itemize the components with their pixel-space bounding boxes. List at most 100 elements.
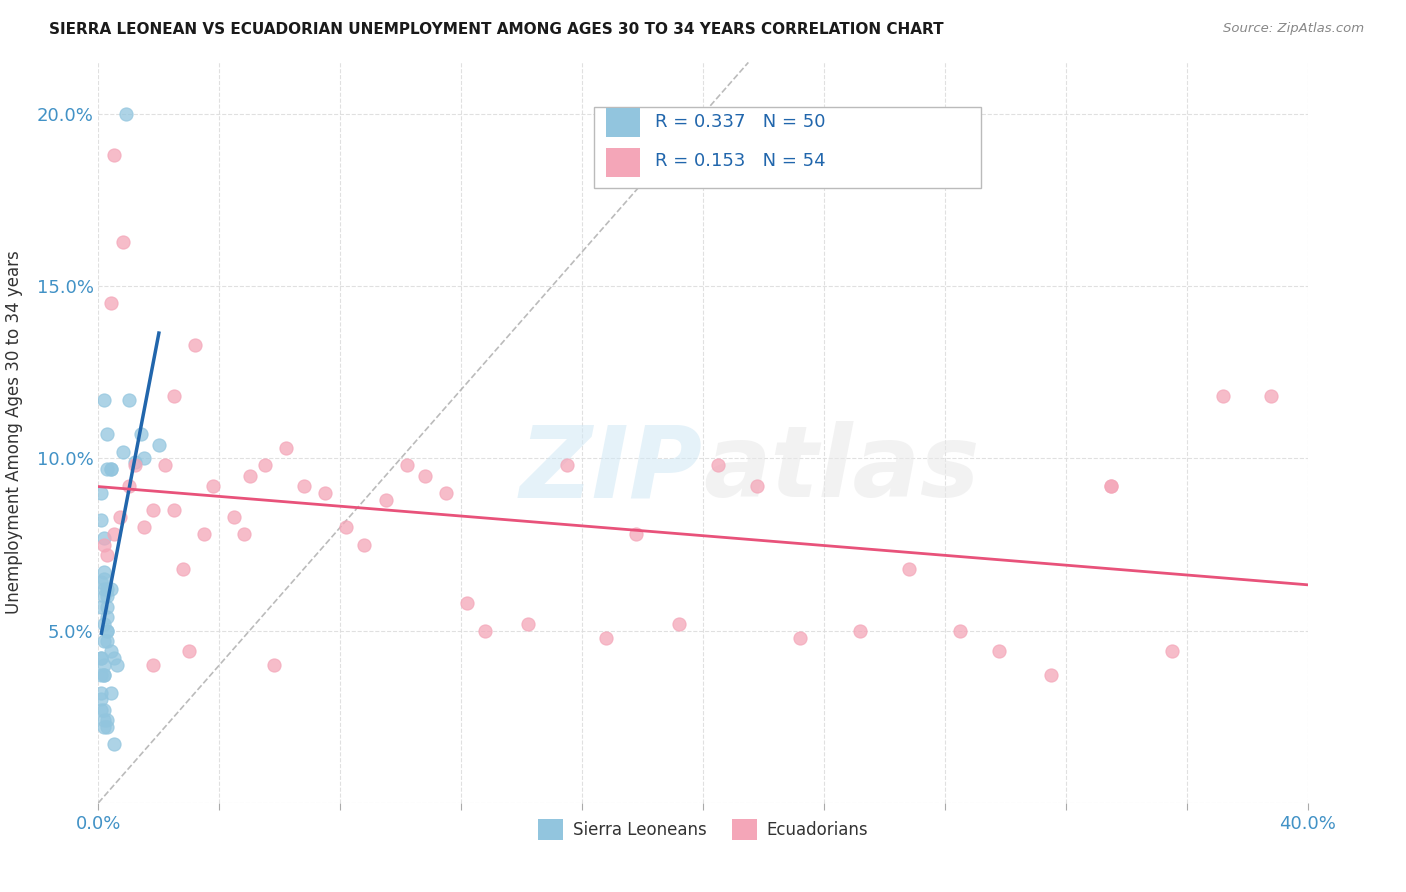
Point [747,479,769,493]
Point [232,527,254,541]
Point [897,561,920,575]
Point [374,492,396,507]
Point [239,468,262,483]
Point [595,631,617,645]
Point [108,510,131,524]
FancyBboxPatch shape [606,147,640,178]
Text: R = 0.153   N = 54: R = 0.153 N = 54 [655,152,825,169]
Point [93,589,115,603]
Point [179,644,201,658]
FancyBboxPatch shape [606,108,640,137]
Point [103,148,125,162]
Point [353,537,375,551]
Text: Source: ZipAtlas.com: Source: ZipAtlas.com [1223,22,1364,36]
Point [172,561,194,575]
Point [1260,389,1282,403]
Point [184,338,207,352]
Text: atlas: atlas [703,421,980,518]
Point [153,458,176,473]
Point [949,624,972,638]
Point [626,527,648,541]
Point [1212,389,1234,403]
Point [555,458,578,473]
Point [100,644,122,658]
Point [90,651,112,665]
Point [96,548,118,562]
Point [103,651,125,665]
Point [668,616,690,631]
Text: SIERRA LEONEAN VS ECUADORIAN UNEMPLOYMENT AMONG AGES 30 TO 34 YEARS CORRELATION : SIERRA LEONEAN VS ECUADORIAN UNEMPLOYMEN… [49,22,943,37]
Point [516,616,538,631]
Point [100,582,122,597]
Point [90,513,112,527]
Text: ZIP: ZIP [520,421,703,518]
Point [1039,668,1062,682]
Point [90,575,112,590]
Point [93,634,115,648]
Point [129,427,152,442]
Point [1160,644,1182,658]
Point [253,458,276,473]
Point [1099,479,1122,493]
Point [96,713,118,727]
Point [96,589,118,603]
Point [100,296,122,310]
Point [103,737,125,751]
Y-axis label: Unemployment Among Ages 30 to 34 years: Unemployment Among Ages 30 to 34 years [4,251,22,615]
Point [163,503,186,517]
Point [90,668,112,682]
Point [132,520,155,534]
Point [90,685,112,699]
Point [132,451,155,466]
Point [96,634,118,648]
Point [224,510,246,524]
Point [148,438,170,452]
Point [96,624,118,638]
Point [93,531,115,545]
Text: R = 0.337   N = 50: R = 0.337 N = 50 [655,112,825,130]
Point [93,668,115,682]
Point [124,458,146,473]
Legend: Sierra Leoneans, Ecuadorians: Sierra Leoneans, Ecuadorians [531,813,875,847]
Point [193,527,215,541]
Point [93,537,115,551]
Point [90,703,112,717]
Point [413,468,436,483]
Point [142,503,165,517]
Point [93,392,115,407]
Point [124,455,146,469]
Point [142,658,165,673]
Point [96,610,118,624]
Point [263,658,285,673]
Point [111,444,134,458]
Point [118,392,141,407]
Point [1099,479,1122,493]
Point [93,668,115,682]
Point [96,599,118,614]
Point [395,458,418,473]
Point [114,107,136,121]
Point [100,685,122,699]
Point [163,389,186,403]
Point [849,624,872,638]
Point [988,644,1011,658]
Point [96,582,118,597]
Point [456,596,478,610]
Point [90,651,112,665]
Point [93,565,115,579]
Point [274,441,297,455]
Point [314,486,336,500]
Point [93,582,115,597]
Point [96,462,118,476]
Point [93,616,115,631]
Point [474,624,496,638]
Point [100,462,122,476]
Point [96,427,118,442]
Point [100,462,122,476]
Point [103,527,125,541]
Point [93,713,115,727]
Point [202,479,225,493]
Point [789,631,811,645]
Point [93,572,115,586]
Point [96,720,118,734]
